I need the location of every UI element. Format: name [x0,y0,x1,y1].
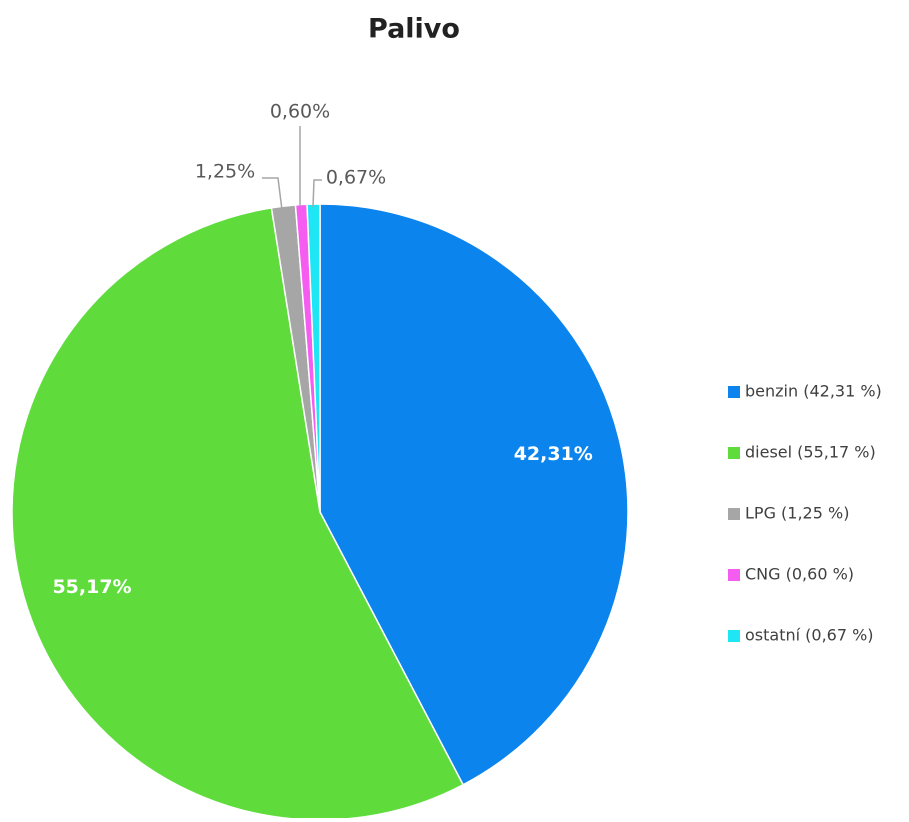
legend-label: benzin (42,31 %) [745,382,882,401]
legend-swatch [728,447,740,459]
legend-label: CNG (0,60 %) [745,565,854,584]
data-label: 55,17% [52,576,131,598]
legend-swatch [728,508,740,520]
leader-line [312,179,322,208]
data-label: 0,60% [270,101,330,123]
legend-swatch [728,630,740,642]
data-label: 1,25% [195,161,255,183]
pie-slice [319,203,629,786]
legend-label: ostatní (0,67 %) [745,626,874,645]
legend-swatch [728,569,740,581]
legend-swatch [728,386,740,398]
data-label: 42,31% [514,443,593,465]
legend-label: diesel (55,17 %) [745,443,876,462]
chart-title: Palivo [368,14,460,45]
leader-line [262,177,283,211]
data-label: 0,67% [326,167,386,189]
legend-label: LPG (1,25 %) [745,504,849,523]
